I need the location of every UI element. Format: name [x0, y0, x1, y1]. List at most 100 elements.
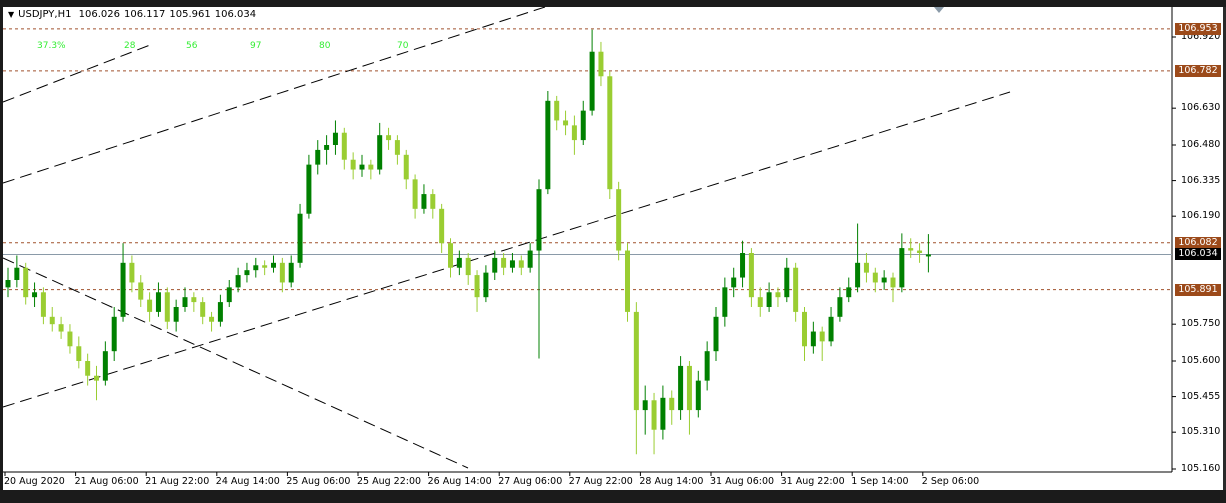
candle — [359, 154, 365, 177]
candle-body — [226, 287, 232, 303]
candle — [244, 262, 250, 283]
price-tick-label: 106.190 — [1181, 210, 1221, 222]
candle — [377, 122, 383, 175]
candle-body — [164, 292, 170, 322]
time-tick-label: 21 Aug 22:00 — [145, 476, 210, 487]
candle — [545, 91, 551, 195]
candle-body — [120, 262, 126, 317]
candle — [678, 356, 684, 420]
candle — [23, 262, 29, 305]
candle-body — [642, 400, 648, 411]
fib-label: 97 — [250, 41, 262, 51]
candle-body — [757, 297, 763, 307]
candle-body — [85, 361, 91, 376]
candle-body — [58, 324, 64, 332]
triangle-down-icon[interactable]: ▼ — [8, 10, 15, 19]
price-tick-label: 106.480 — [1181, 139, 1221, 150]
candle — [394, 135, 400, 165]
candle-body — [881, 277, 887, 283]
candle-body — [722, 287, 728, 317]
candle — [403, 149, 409, 190]
candle — [633, 302, 639, 455]
candle — [598, 41, 604, 87]
candle-body — [217, 302, 223, 322]
candle — [332, 120, 338, 155]
candle — [890, 272, 896, 303]
candle — [32, 282, 38, 307]
candle — [775, 287, 781, 307]
price-tick-label: 106.630 — [1181, 102, 1221, 114]
price-tick-label: 106.920 — [1181, 31, 1221, 42]
candle — [235, 267, 241, 293]
candle-body — [200, 302, 206, 317]
candle — [527, 243, 533, 273]
candle — [456, 250, 462, 276]
price-tick-label: 105.600 — [1181, 355, 1221, 366]
candle-body — [793, 267, 799, 312]
time-tick-label: 31 Aug 22:00 — [780, 476, 845, 487]
candle-body — [32, 292, 38, 298]
candle — [731, 267, 737, 298]
candle-body — [368, 164, 374, 170]
candle-body — [819, 331, 825, 342]
candle-body — [341, 132, 347, 160]
candle — [448, 238, 453, 278]
candle — [651, 392, 657, 455]
candle — [306, 154, 312, 219]
chart-shift-marker-icon — [934, 7, 944, 13]
candle-body — [456, 257, 462, 268]
window-right-border — [1223, 7, 1226, 490]
candle — [102, 341, 108, 386]
candle — [589, 29, 595, 116]
fib-label: 80 — [319, 41, 331, 51]
candle-body — [846, 287, 852, 298]
candle-body — [669, 397, 675, 411]
candle — [872, 267, 878, 293]
candle-body — [350, 159, 356, 170]
candle-body — [509, 260, 515, 268]
candle — [14, 255, 20, 288]
candle-body — [111, 316, 117, 352]
candle — [695, 370, 701, 418]
candle-body — [23, 267, 29, 298]
trendline — [2, 257, 469, 469]
candle-body — [863, 262, 869, 273]
candle-body — [678, 365, 684, 411]
candle-body — [173, 307, 179, 322]
candle — [412, 174, 418, 219]
candle-body — [324, 145, 330, 150]
candle-body — [394, 140, 400, 155]
candle-body — [5, 280, 11, 288]
candle-body — [253, 265, 259, 271]
time-tick-label: 28 Aug 14:00 — [639, 476, 704, 487]
candle-body — [536, 189, 542, 251]
candle — [863, 253, 869, 283]
candle — [501, 253, 507, 276]
time-tick-label: 20 Aug 2020 — [4, 476, 65, 487]
candle — [368, 159, 374, 180]
candle-body — [518, 260, 524, 268]
candle-body — [235, 275, 241, 288]
candle-body — [67, 331, 73, 347]
price-tick-label: 105.310 — [1181, 426, 1221, 438]
candle-body — [474, 275, 480, 298]
candle — [837, 287, 843, 322]
candle-body — [731, 277, 737, 288]
candle — [85, 353, 91, 386]
candle-body — [332, 132, 338, 145]
candle-body — [102, 351, 108, 381]
candle-body — [403, 154, 409, 180]
candle — [253, 257, 259, 278]
candle — [563, 110, 569, 136]
candle — [660, 385, 666, 440]
candle-body — [76, 346, 82, 361]
trendline — [2, 91, 1011, 408]
candle-body — [359, 164, 365, 170]
candle — [722, 277, 728, 327]
candle — [288, 255, 294, 288]
candle — [686, 361, 692, 435]
trendline — [2, 44, 151, 103]
candle — [182, 287, 188, 312]
